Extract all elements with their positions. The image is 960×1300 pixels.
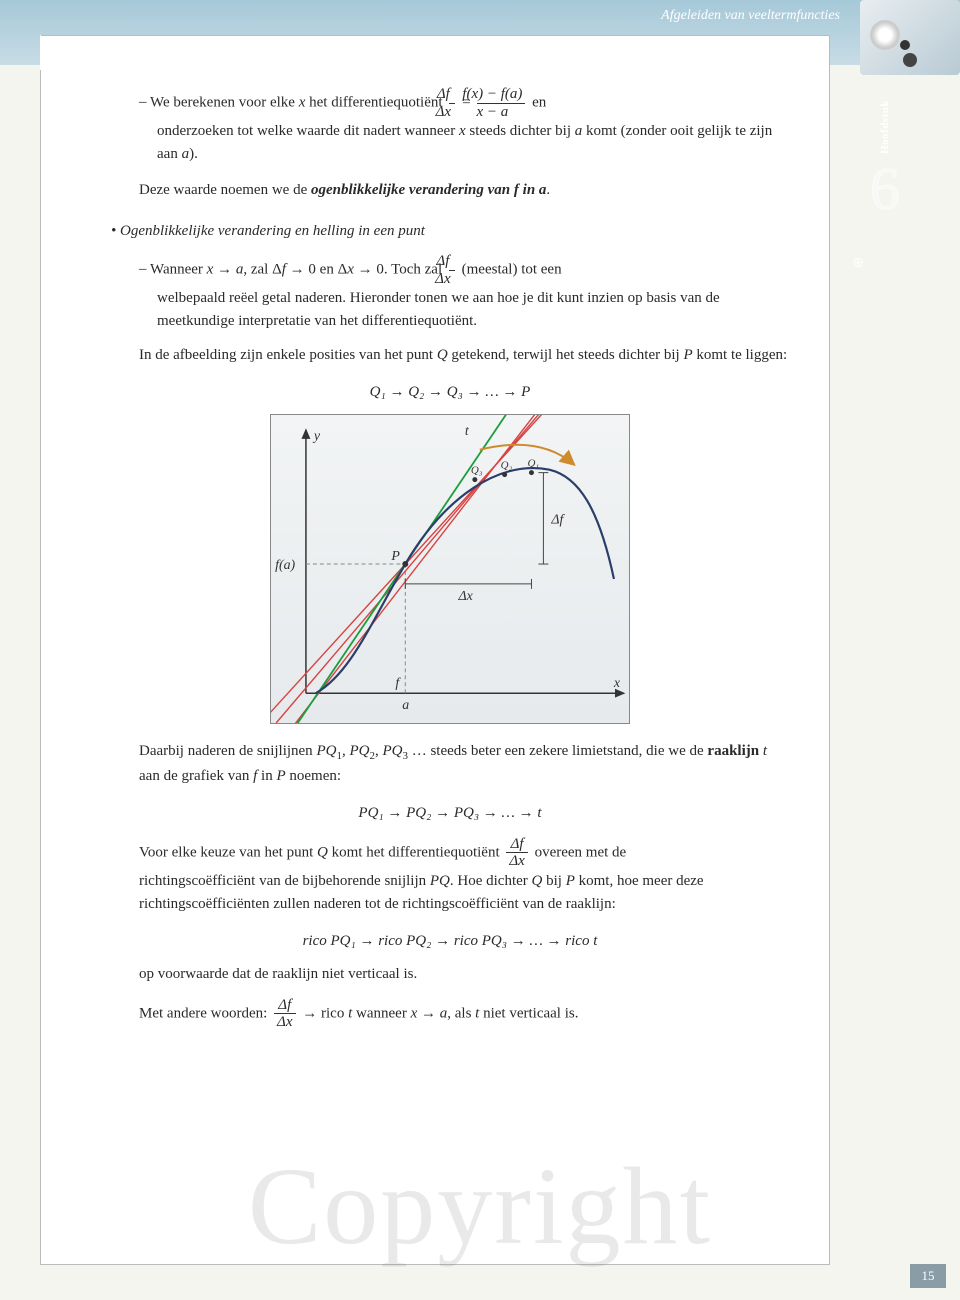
frac-df-dx: ΔfΔx — [506, 836, 527, 870]
chapter-label: Hoofdstuk — [879, 100, 891, 154]
frac-df-dx: ΔfΔx — [274, 997, 295, 1031]
var-x: x — [459, 123, 466, 139]
svg-text:Δx: Δx — [457, 589, 473, 604]
txt: , als — [447, 1005, 475, 1021]
term-raaklijn: raaklijn — [707, 743, 759, 759]
txt: in — [257, 768, 276, 784]
chapter-number: 6 — [850, 164, 920, 215]
txt: , zal Δ — [243, 261, 281, 277]
txt: en — [532, 94, 546, 110]
svg-text:y: y — [312, 429, 321, 444]
header-image — [860, 0, 960, 75]
pq: PQ — [382, 743, 402, 759]
txt: Wanneer — [150, 261, 207, 277]
svg-text:a: a — [402, 698, 409, 713]
var-P: P — [276, 768, 285, 784]
txt: We berekenen voor elke — [150, 94, 299, 110]
var-a: a — [182, 146, 190, 162]
chapter-tab: Hoofdstuk 6 ⊕ — [850, 100, 920, 215]
txt: . Hoe dichter — [450, 873, 532, 889]
svg-text:Q₁: Q₁ — [527, 458, 539, 470]
var-x: x — [347, 261, 354, 277]
frac-df-dx: ΔfΔx — [449, 253, 455, 287]
var-Q: Q — [532, 873, 543, 889]
txt: → — [417, 1005, 440, 1021]
txt: welbepaald reëel getal naderen. Hieronde… — [157, 290, 720, 329]
txt: … steeds beter een zekere limietstand, d… — [408, 743, 707, 759]
pq: PQ — [349, 743, 369, 759]
plus-icon: ⊕ — [852, 255, 864, 272]
txt: In de afbeelding zijn enkele posities va… — [139, 347, 437, 363]
txt: noemen: — [286, 768, 341, 784]
txt: onderzoeken tot welke waarde dit nadert … — [157, 123, 459, 139]
para-limit: Wanneer x → a, zal Δf → 0 en Δx → 0. Toc… — [139, 253, 789, 334]
txt: aan de grafiek van — [139, 768, 253, 784]
seq-PQ: PQ₁ → PQ₂ → PQ₃ → … → t — [111, 802, 789, 825]
svg-text:f: f — [395, 676, 401, 691]
var-P: P — [683, 347, 692, 363]
para-positions: In de afbeelding zijn enkele posities va… — [139, 344, 789, 367]
txt: Voor elke keuze van het punt — [139, 844, 317, 860]
svg-text:t: t — [465, 424, 470, 439]
txt: Met andere woorden: — [139, 1005, 271, 1021]
arrow: → — [213, 261, 236, 277]
frac-expansion: f(x) − f(a)x − a — [477, 86, 525, 120]
txt: → 0 en Δ — [286, 261, 347, 277]
svg-text:Q₃: Q₃ — [471, 465, 483, 477]
txt: . — [546, 182, 550, 198]
txt: richtingscoëfficiënt van de bijbehorende… — [139, 873, 430, 889]
svg-text:x: x — [613, 676, 621, 691]
page-body: We berekenen voor elke x het differentie… — [40, 35, 830, 1265]
para-secants: Daarbij naderen de snijlijnen PQ1, PQ2, … — [139, 740, 789, 788]
frac-df-dx: ΔfΔx — [449, 86, 455, 120]
seq-rico: rico PQ₁ → rico PQ₂ → rico PQ₃ → … → ric… — [111, 930, 789, 953]
txt: overeen met de — [535, 844, 627, 860]
var-P: P — [566, 873, 575, 889]
txt: wanneer — [352, 1005, 410, 1021]
svg-text:Q₂: Q₂ — [501, 460, 513, 472]
header-title: Afgeleiden van veeltermfuncties — [661, 8, 840, 24]
var-t: t — [763, 743, 767, 759]
graph-tangent: y x f(a) a t f Δx Δf P Q₁ Q₂ Q₃ — [270, 414, 630, 724]
txt: → rico — [302, 1005, 348, 1021]
txt: komt te liggen: — [693, 347, 788, 363]
txt: Daarbij naderen de snijlijnen — [139, 743, 316, 759]
var-Q: Q — [317, 844, 328, 860]
txt: komt het differentiequotiënt — [328, 844, 504, 860]
para-cond: op voorwaarde dat de raaklijn niet verti… — [139, 963, 789, 986]
txt: ). — [189, 146, 198, 162]
para-intro: We berekenen voor elke x het differentie… — [139, 86, 789, 167]
seq-Q: Q₁ → Q₂ → Q₃ → … → P — [111, 381, 789, 404]
txt: getekend, terwijl het steeds dichter bij — [448, 347, 684, 363]
txt: (meestal) tot een — [462, 261, 562, 277]
pq: PQ — [316, 743, 336, 759]
txt: Deze waarde noemen we de — [139, 182, 311, 198]
heading-slope: Ogenblikkelijke verandering en helling i… — [111, 220, 789, 243]
para-def: Deze waarde noemen we de ogenblikkelijke… — [139, 179, 789, 202]
svg-text:P: P — [390, 549, 400, 564]
para-rico: Voor elke keuze van het punt Q komt het … — [139, 836, 789, 917]
txt: bij — [542, 873, 565, 889]
pq: PQ — [430, 873, 450, 889]
txt: niet verticaal is. — [479, 1005, 578, 1021]
svg-text:f(a): f(a) — [275, 558, 295, 573]
txt: het differentiequotiënt — [305, 94, 446, 110]
para-conclusion: Met andere woorden: ΔfΔx → rico t wannee… — [139, 997, 789, 1031]
svg-text:Δf: Δf — [550, 512, 565, 527]
txt: → 0. Toch zal — [354, 261, 446, 277]
var-Q: Q — [437, 347, 448, 363]
term: ogenblikkelijke verandering van f in a — [311, 182, 546, 198]
txt: steeds dichter bij — [466, 123, 575, 139]
page-number: 15 — [910, 1264, 946, 1288]
